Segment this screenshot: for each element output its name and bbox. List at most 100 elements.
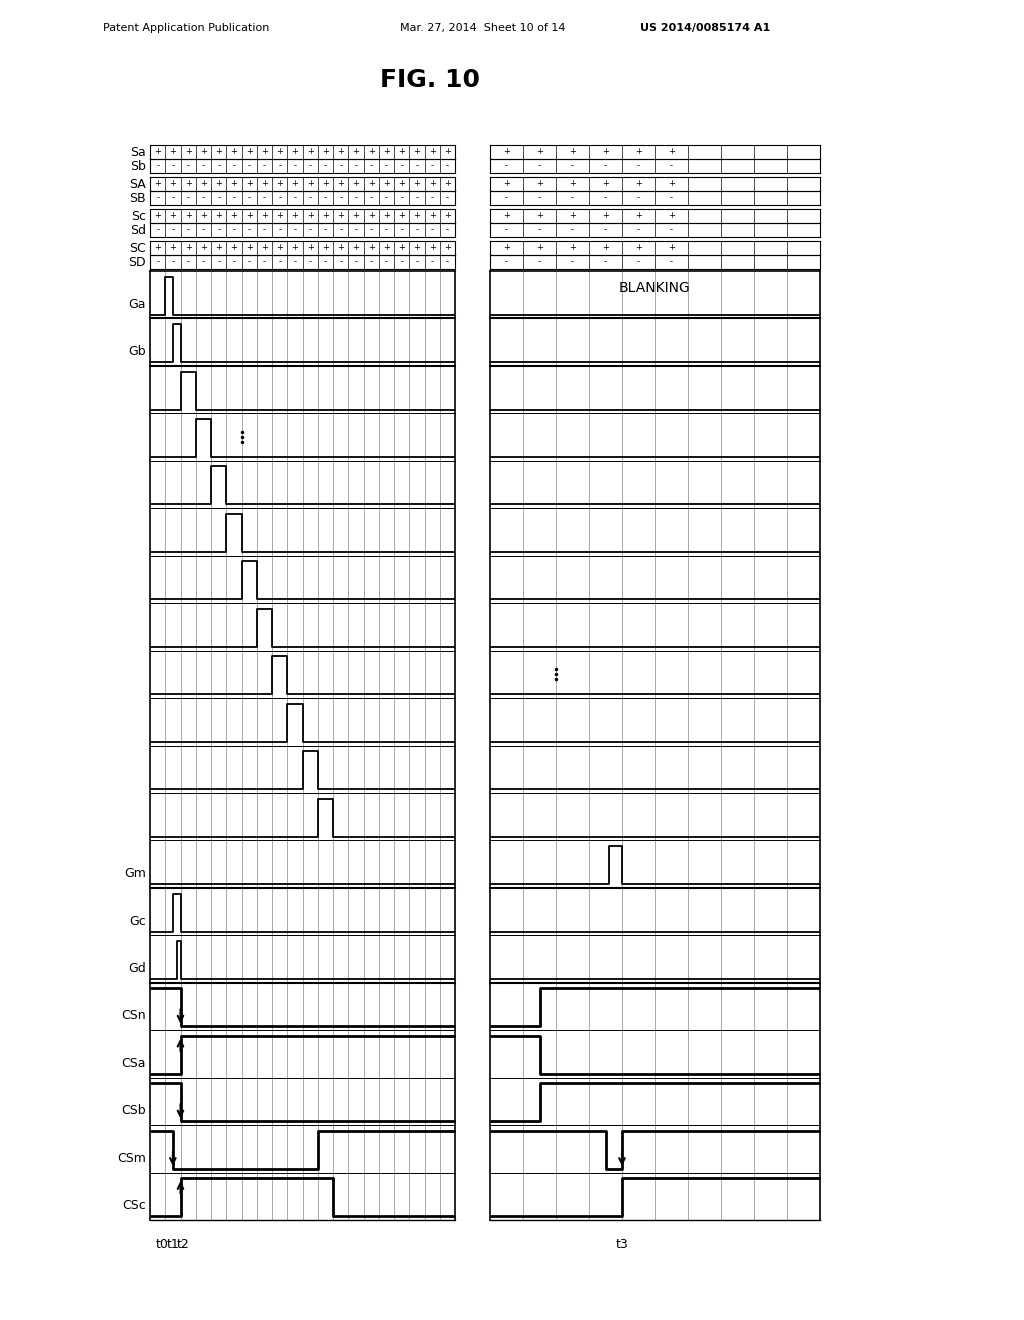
Text: +: + bbox=[169, 180, 176, 189]
Text: -: - bbox=[637, 161, 640, 170]
Text: -: - bbox=[279, 226, 282, 235]
Text: +: + bbox=[444, 180, 451, 189]
Text: +: + bbox=[383, 243, 390, 252]
Text: US 2014/0085174 A1: US 2014/0085174 A1 bbox=[640, 22, 770, 33]
Text: -: - bbox=[505, 226, 508, 235]
Text: -: - bbox=[156, 226, 159, 235]
Text: +: + bbox=[503, 243, 510, 252]
Text: -: - bbox=[156, 161, 159, 170]
Text: +: + bbox=[398, 148, 406, 157]
Text: +: + bbox=[215, 180, 222, 189]
Text: CSb: CSb bbox=[122, 1105, 146, 1117]
Text: +: + bbox=[398, 243, 406, 252]
Text: -: - bbox=[354, 194, 357, 202]
Text: -: - bbox=[156, 194, 159, 202]
Text: +: + bbox=[602, 180, 609, 189]
Text: -: - bbox=[637, 194, 640, 202]
Text: -: - bbox=[217, 161, 220, 170]
Text: Gm: Gm bbox=[124, 867, 146, 880]
Text: -: - bbox=[171, 257, 174, 267]
Text: -: - bbox=[670, 194, 673, 202]
Text: -: - bbox=[279, 257, 282, 267]
Text: +: + bbox=[155, 180, 161, 189]
Text: SB: SB bbox=[129, 191, 146, 205]
Text: +: + bbox=[230, 211, 238, 220]
Text: t2: t2 bbox=[177, 1238, 189, 1251]
Text: +: + bbox=[429, 148, 435, 157]
Text: +: + bbox=[184, 148, 191, 157]
Text: -: - bbox=[202, 194, 205, 202]
Text: -: - bbox=[171, 194, 174, 202]
Text: +: + bbox=[368, 243, 375, 252]
Text: +: + bbox=[429, 243, 435, 252]
Text: +: + bbox=[215, 211, 222, 220]
Text: +: + bbox=[503, 211, 510, 220]
Text: -: - bbox=[431, 257, 433, 267]
Text: +: + bbox=[292, 148, 298, 157]
Text: -: - bbox=[186, 161, 189, 170]
Text: -: - bbox=[217, 226, 220, 235]
Text: +: + bbox=[200, 180, 207, 189]
Text: -: - bbox=[248, 226, 251, 235]
Text: -: - bbox=[202, 161, 205, 170]
Text: +: + bbox=[536, 148, 543, 157]
Text: +: + bbox=[668, 211, 675, 220]
Text: -: - bbox=[279, 161, 282, 170]
Text: -: - bbox=[370, 194, 373, 202]
Text: -: - bbox=[248, 161, 251, 170]
Text: +: + bbox=[276, 180, 283, 189]
Text: -: - bbox=[445, 161, 449, 170]
Text: Mar. 27, 2014  Sheet 10 of 14: Mar. 27, 2014 Sheet 10 of 14 bbox=[400, 22, 565, 33]
Text: +: + bbox=[322, 211, 329, 220]
Text: -: - bbox=[171, 226, 174, 235]
Text: +: + bbox=[306, 243, 313, 252]
Text: -: - bbox=[354, 257, 357, 267]
Text: -: - bbox=[538, 161, 541, 170]
Text: +: + bbox=[414, 243, 420, 252]
Text: +: + bbox=[503, 180, 510, 189]
Text: -: - bbox=[293, 194, 296, 202]
Text: +: + bbox=[602, 148, 609, 157]
Text: -: - bbox=[445, 226, 449, 235]
Text: +: + bbox=[276, 148, 283, 157]
Text: -: - bbox=[571, 194, 574, 202]
Text: -: - bbox=[186, 226, 189, 235]
Text: +: + bbox=[184, 243, 191, 252]
Text: +: + bbox=[246, 148, 253, 157]
Text: +: + bbox=[155, 243, 161, 252]
Text: +: + bbox=[429, 180, 435, 189]
Text: +: + bbox=[414, 148, 420, 157]
Text: -: - bbox=[445, 194, 449, 202]
Text: +: + bbox=[306, 148, 313, 157]
Text: -: - bbox=[293, 257, 296, 267]
Text: -: - bbox=[279, 194, 282, 202]
Text: +: + bbox=[503, 148, 510, 157]
Text: -: - bbox=[505, 161, 508, 170]
Text: -: - bbox=[339, 226, 342, 235]
Text: -: - bbox=[604, 257, 607, 267]
Text: +: + bbox=[169, 211, 176, 220]
Text: +: + bbox=[276, 243, 283, 252]
Text: +: + bbox=[635, 180, 642, 189]
Text: -: - bbox=[400, 226, 403, 235]
Text: +: + bbox=[261, 243, 268, 252]
Text: +: + bbox=[383, 211, 390, 220]
Text: -: - bbox=[186, 194, 189, 202]
Text: +: + bbox=[200, 148, 207, 157]
Text: +: + bbox=[414, 180, 420, 189]
Text: t1: t1 bbox=[167, 1238, 179, 1251]
Text: CSm: CSm bbox=[117, 1152, 146, 1164]
Text: -: - bbox=[571, 226, 574, 235]
Text: +: + bbox=[246, 211, 253, 220]
Text: +: + bbox=[668, 180, 675, 189]
Text: -: - bbox=[186, 257, 189, 267]
Text: -: - bbox=[248, 257, 251, 267]
Text: +: + bbox=[246, 180, 253, 189]
Text: +: + bbox=[337, 148, 344, 157]
Text: +: + bbox=[155, 211, 161, 220]
Text: Gc: Gc bbox=[129, 915, 146, 928]
Text: -: - bbox=[263, 257, 266, 267]
Text: -: - bbox=[308, 161, 311, 170]
Text: -: - bbox=[385, 161, 388, 170]
Text: -: - bbox=[505, 257, 508, 267]
